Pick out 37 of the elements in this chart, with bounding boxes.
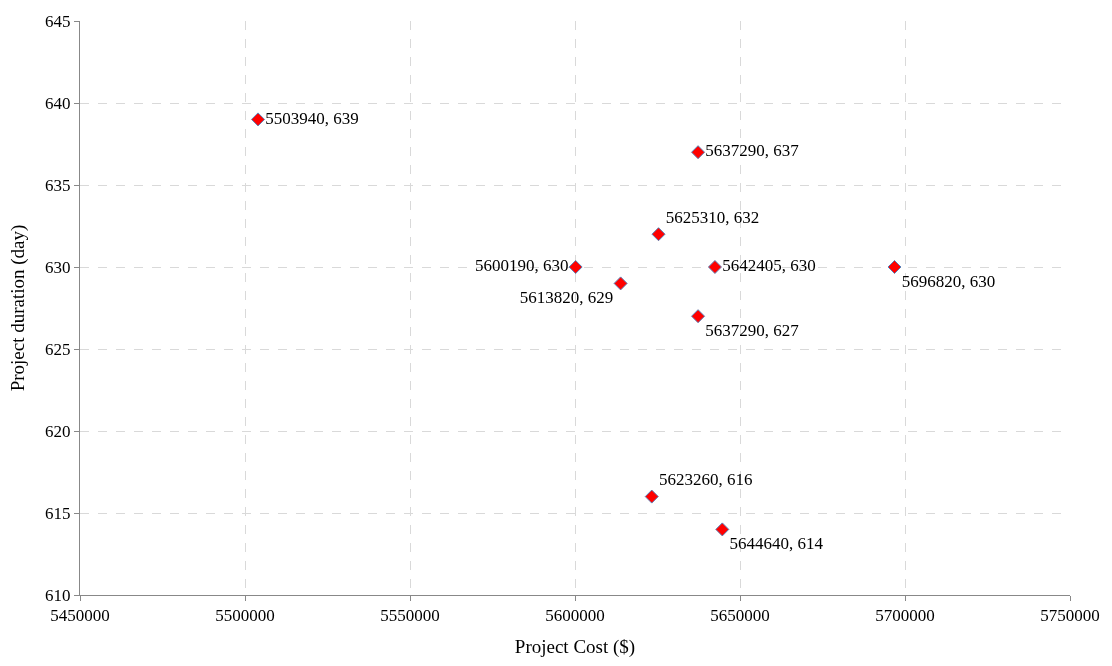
data-label: 5637290, 627 bbox=[705, 321, 800, 341]
data-label: 5625310, 632 bbox=[665, 207, 760, 227]
data-label: 5613820, 629 bbox=[519, 288, 614, 308]
data-label: 5623260, 616 bbox=[659, 470, 753, 490]
point bbox=[887, 260, 902, 274]
y-tick-label: 645 bbox=[45, 11, 71, 31]
point bbox=[715, 522, 730, 537]
x-tick-label: 5650000 bbox=[710, 606, 770, 626]
y-tick-label: 610 bbox=[45, 585, 71, 605]
y-tick-label: 620 bbox=[45, 421, 71, 441]
y-tick-label: 625 bbox=[45, 339, 71, 359]
data-label: 5644640, 614 bbox=[729, 534, 824, 554]
y-axis-title: Project duration (day) bbox=[6, 224, 29, 392]
y-tick-label: 615 bbox=[45, 503, 71, 523]
y-tick-label: 640 bbox=[45, 93, 71, 113]
y-tick-label: 630 bbox=[45, 257, 71, 277]
point bbox=[613, 276, 628, 291]
data-label: 5503940, 639 bbox=[265, 108, 359, 128]
y-tick-label: 635 bbox=[45, 175, 71, 195]
point bbox=[568, 260, 583, 274]
point bbox=[691, 145, 706, 160]
point bbox=[707, 260, 722, 274]
point bbox=[644, 489, 659, 504]
data-label: 5600190, 630 bbox=[474, 256, 569, 276]
point bbox=[251, 112, 265, 127]
x-tick-label: 5600000 bbox=[545, 606, 605, 626]
x-tick-label: 5700000 bbox=[875, 606, 935, 626]
x-axis-title: Project Cost ($) bbox=[514, 636, 636, 659]
point bbox=[691, 309, 706, 324]
x-tick-label: 5450000 bbox=[50, 606, 110, 626]
data-label: 5637290, 637 bbox=[705, 141, 800, 161]
data-label: 5696820, 630 bbox=[901, 272, 996, 291]
data-label: 5642405, 630 bbox=[722, 256, 816, 276]
x-tick-label: 5500000 bbox=[215, 606, 275, 626]
x-tick-label: 5550000 bbox=[380, 606, 440, 626]
x-tick-label: 5750000 bbox=[1040, 606, 1100, 626]
point bbox=[651, 227, 666, 242]
